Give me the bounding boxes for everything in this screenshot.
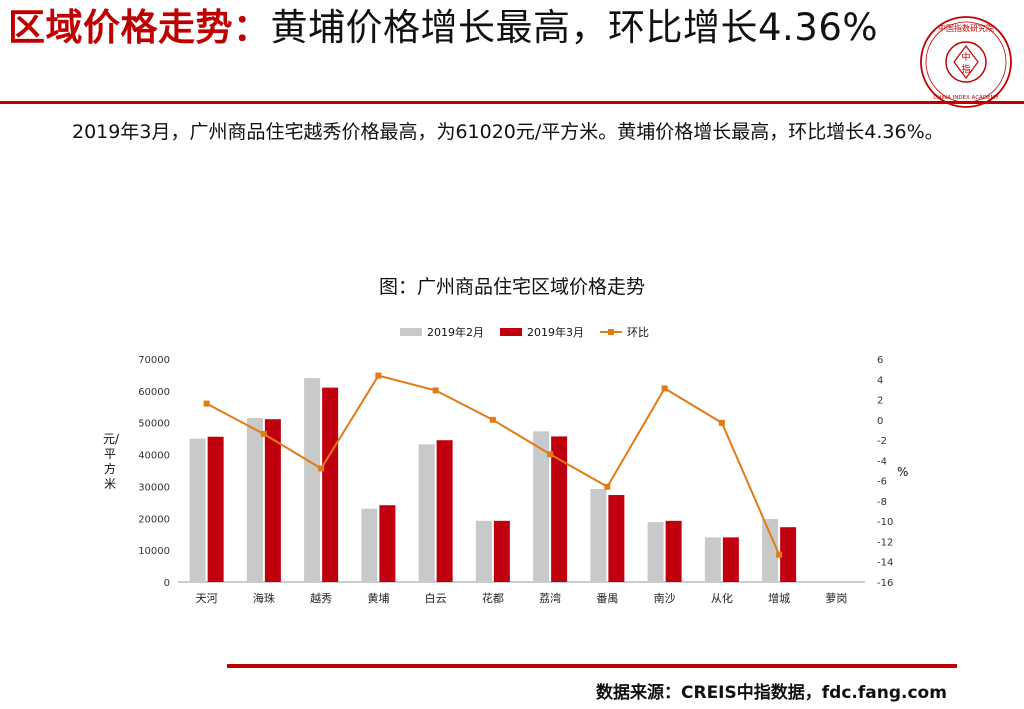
x-tick-label: 海珠: [253, 591, 275, 605]
legend-label-feb: 2019年2月: [427, 326, 484, 339]
y-tick-label: 30000: [138, 482, 170, 493]
mom-point: [547, 451, 554, 458]
y-tick-label: 20000: [138, 514, 170, 525]
bar-mar: [722, 537, 739, 582]
x-tick-label: 增城: [768, 591, 790, 605]
bar-feb: [533, 431, 550, 582]
bar-mar: [322, 387, 339, 582]
y2-axis-label: %: [897, 465, 909, 479]
title-highlight: 区域价格走势：: [8, 6, 271, 49]
svg-text:指: 指: [961, 63, 970, 75]
x-tick-label: 天河: [196, 592, 218, 605]
legend-item-mom: 环比: [600, 324, 649, 340]
y-tick-label: 50000: [138, 419, 170, 430]
mom-point: [318, 465, 325, 472]
y-tick-label: 0: [164, 578, 170, 589]
bar-feb: [361, 508, 378, 582]
legend-item-feb: 2019年2月: [400, 324, 484, 340]
bar-feb: [304, 378, 321, 582]
legend-label-mom: 环比: [627, 326, 649, 339]
y-axis-label: 元/平方米: [103, 432, 120, 491]
y2-tick-label: -4: [877, 456, 887, 467]
chart-legend: 2019年2月 2019年3月 环比: [400, 324, 649, 340]
bar-mar: [264, 419, 281, 582]
mom-point: [604, 483, 611, 490]
legend-swatch-feb: [400, 328, 422, 336]
x-tick-label: 萝岗: [825, 592, 847, 605]
x-tick-label: 花都: [482, 592, 504, 605]
logo-text-cn: 中国指数研究院: [938, 23, 994, 33]
y2-tick-label: 2: [877, 396, 883, 407]
x-tick-label: 黄埔: [367, 591, 389, 605]
legend-swatch-mom: [600, 329, 622, 335]
legend-swatch-mar: [500, 328, 522, 336]
bar-feb: [762, 518, 779, 582]
legend-label-mar: 2019年3月: [527, 326, 584, 339]
data-source: 数据来源：CREIS中指数据，fdc.fang.com: [596, 683, 947, 703]
y-tick-label: 10000: [138, 546, 170, 557]
y-tick-label: 60000: [138, 387, 170, 398]
bar-feb: [189, 438, 206, 582]
bar-mar: [379, 505, 396, 582]
svg-text:中: 中: [961, 51, 970, 63]
bar-mar: [551, 436, 568, 582]
mom-point: [432, 387, 439, 394]
y-tick-label: 70000: [138, 355, 170, 366]
x-tick-label: 番禺: [596, 592, 618, 605]
summary-paragraph: 2019年3月，广州商品住宅越秀价格最高，为61020元/平方米。黄埔价格增长最…: [72, 121, 944, 143]
x-tick-label: 越秀: [310, 591, 332, 605]
bar-mar: [780, 527, 797, 582]
title-text: 黄埔价格增长最高，环比增长4.36%: [270, 6, 879, 49]
page-title: 区域价格走势：黄埔价格增长最高，环比增长4.36%: [8, 6, 898, 50]
bar-feb: [704, 537, 721, 582]
mom-point: [661, 385, 668, 392]
y2-tick-label: -12: [877, 537, 893, 548]
x-tick-label: 白云: [425, 591, 447, 605]
bar-feb: [475, 520, 492, 582]
bar-mar: [436, 440, 453, 582]
y2-tick-label: -8: [877, 497, 887, 508]
y2-tick-label: 4: [877, 375, 883, 386]
y2-tick-label: -14: [877, 558, 893, 569]
footer-divider: [227, 664, 957, 668]
y2-tick-label: 0: [877, 416, 883, 427]
legend-item-mar: 2019年3月: [500, 324, 584, 340]
y2-tick-label: -2: [877, 436, 887, 447]
header-divider: [0, 101, 1024, 104]
mom-point: [260, 431, 267, 438]
mom-point: [776, 551, 783, 558]
chart-title: 图：广州商品住宅区域价格走势: [378, 276, 645, 298]
bar-mar: [665, 520, 682, 582]
bar-mar: [207, 436, 224, 582]
y2-tick-label: -16: [877, 578, 893, 589]
mom-series-line: [206, 374, 781, 556]
mom-point: [718, 419, 725, 426]
y-tick-label: 40000: [138, 451, 170, 462]
bar-feb: [647, 522, 664, 582]
y2-tick-label: -10: [877, 517, 893, 528]
bar-feb: [246, 417, 263, 582]
bar-mar: [493, 520, 510, 582]
logo-text-en: CHINA INDEX ACADEMY: [933, 95, 999, 101]
mom-point: [489, 416, 496, 423]
x-tick-label: 从化: [711, 591, 733, 605]
x-tick-label: 南沙: [654, 592, 676, 605]
mom-point: [203, 400, 210, 407]
china-index-academy-logo: 中 指 中国指数研究院 CHINA INDEX ACADEMY: [920, 16, 1012, 108]
x-tick-label: 荔湾: [539, 591, 561, 605]
bar-feb: [418, 444, 435, 582]
mom-point: [375, 372, 382, 379]
bar-mar: [608, 495, 625, 582]
bar-feb: [590, 488, 607, 582]
y2-tick-label: -6: [877, 477, 887, 488]
y2-tick-label: 6: [877, 355, 883, 366]
